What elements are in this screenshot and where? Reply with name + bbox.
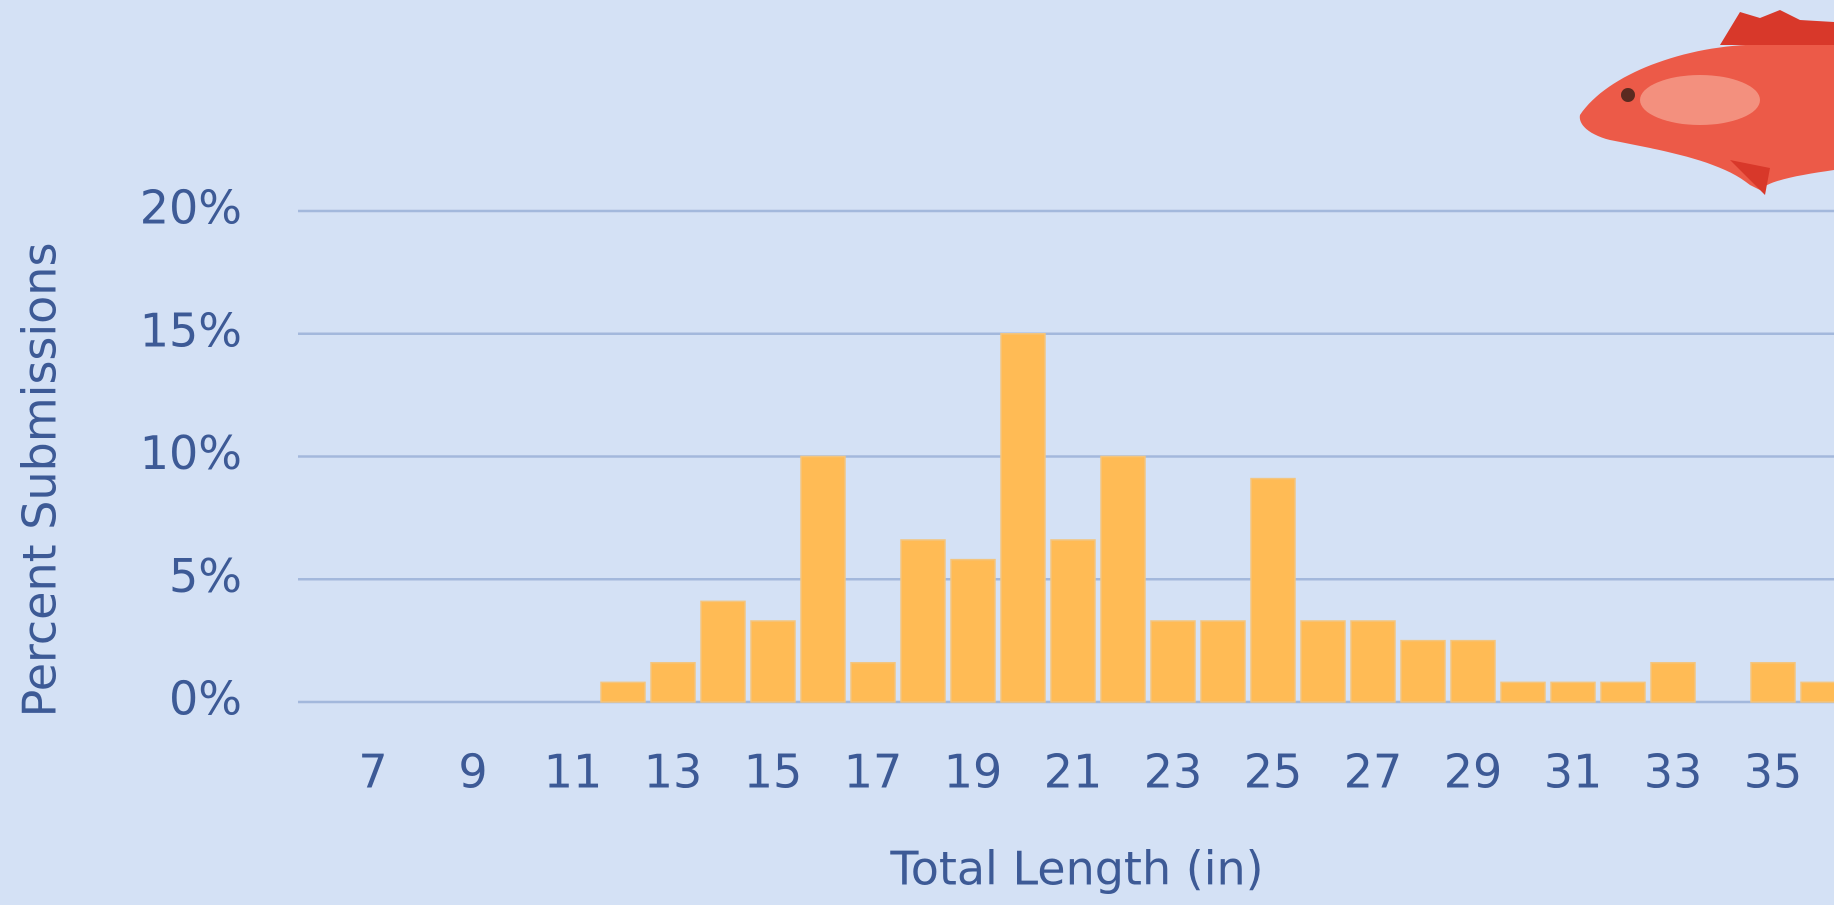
bar xyxy=(1051,540,1095,702)
bar xyxy=(951,560,995,702)
x-tick-label: 27 xyxy=(1344,745,1403,799)
bar xyxy=(1601,682,1645,702)
x-tick-label: 35 xyxy=(1744,745,1803,799)
x-axis-title: Total Length (in) xyxy=(889,842,1263,896)
y-tick-label: 5% xyxy=(169,549,242,603)
x-tick-label: 13 xyxy=(644,745,703,799)
bar xyxy=(1251,479,1295,702)
bar xyxy=(1551,682,1595,702)
bar xyxy=(1501,682,1545,702)
bar xyxy=(1101,457,1145,703)
bar xyxy=(1651,663,1695,702)
y-tick-label: 20% xyxy=(140,181,242,235)
bar xyxy=(1451,641,1495,702)
x-tick-label: 19 xyxy=(944,745,1003,799)
x-tick-label: 11 xyxy=(544,745,603,799)
x-tick-label: 7 xyxy=(358,745,387,799)
page: Percent Submissions Total Length (in) 0%… xyxy=(0,0,1834,905)
chart: Percent Submissions Total Length (in) 0%… xyxy=(0,0,1834,905)
bar xyxy=(601,682,645,702)
bar xyxy=(801,457,845,703)
x-tick-label: 15 xyxy=(744,745,803,799)
x-tick-label: 31 xyxy=(1544,745,1603,799)
bar xyxy=(1751,663,1795,702)
bar xyxy=(901,540,945,702)
bar xyxy=(1301,621,1345,702)
bar xyxy=(751,621,795,702)
x-tick-label: 17 xyxy=(844,745,903,799)
x-tick-label: 21 xyxy=(1044,745,1103,799)
y-tick-label: 10% xyxy=(140,426,242,480)
y-axis-title: Percent Submissions xyxy=(13,243,67,718)
x-tick-label: 23 xyxy=(1144,745,1203,799)
bar xyxy=(1151,621,1195,702)
bar xyxy=(1401,641,1445,702)
x-tick-label: 9 xyxy=(458,745,487,799)
bar xyxy=(1001,334,1045,702)
y-tick-label: 15% xyxy=(140,303,242,357)
bar xyxy=(851,663,895,702)
x-tick-label: 25 xyxy=(1244,745,1303,799)
bar xyxy=(701,601,745,702)
bar xyxy=(1351,621,1395,702)
x-tick-label: 33 xyxy=(1644,745,1703,799)
y-tick-label: 0% xyxy=(169,672,242,726)
bar xyxy=(651,663,695,702)
x-tick-label: 29 xyxy=(1444,745,1503,799)
bar xyxy=(1801,682,1834,702)
bar xyxy=(1201,621,1245,702)
